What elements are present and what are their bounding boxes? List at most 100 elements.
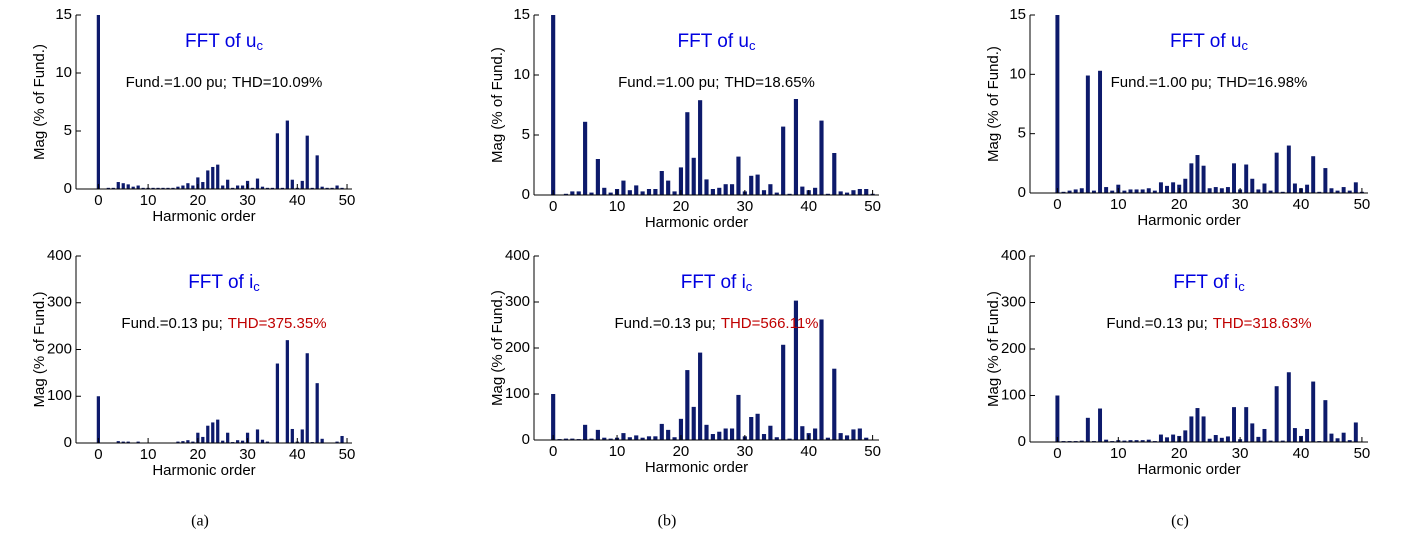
bar [749, 417, 754, 440]
bar [685, 370, 690, 440]
x-tick-label: 10 [140, 446, 157, 463]
y-tick-label: 300 [47, 294, 72, 311]
bar [583, 121, 588, 195]
bar [1104, 439, 1109, 442]
bar [245, 432, 250, 443]
bar [240, 440, 245, 443]
x-tick-label: 20 [1171, 196, 1188, 213]
x-tick-label: 40 [289, 446, 306, 463]
bar [106, 187, 110, 189]
bar [1280, 440, 1285, 442]
bar [1195, 408, 1200, 442]
bar [761, 190, 767, 195]
x-tick-label: 50 [339, 446, 356, 463]
bar [755, 174, 760, 195]
bar [1207, 188, 1212, 193]
bar [1134, 440, 1139, 442]
title-subscript: c [1241, 38, 1248, 53]
bar [1268, 440, 1273, 442]
x-tick-label: 50 [339, 192, 356, 209]
y-tick-label: 5 [64, 122, 72, 139]
x-tick-label: 40 [1293, 445, 1310, 462]
bar [838, 433, 843, 440]
bar [1079, 440, 1084, 442]
bar [1317, 191, 1322, 193]
panel-label: (a) [191, 513, 209, 530]
bar [255, 178, 260, 189]
y-tick-label: 15 [513, 6, 530, 23]
y-tick-label: 10 [1009, 65, 1026, 82]
bar [1256, 436, 1261, 442]
title-subscript: c [749, 38, 756, 53]
bar [851, 429, 856, 440]
bar [710, 189, 715, 195]
bar [1353, 182, 1358, 193]
y-axis-label: Mag (% of Fund.) [985, 291, 1002, 407]
bar [186, 440, 190, 443]
bar [196, 432, 200, 443]
bar [240, 185, 245, 189]
bar [1353, 422, 1358, 442]
bar [1085, 417, 1090, 442]
y-tick-label: 15 [55, 6, 72, 23]
bar [136, 441, 140, 443]
annotation-fund: Fund.=0.13 pu; [121, 315, 222, 332]
bar [608, 192, 613, 195]
bar [787, 193, 792, 195]
bar [1091, 190, 1096, 193]
bar [583, 424, 588, 440]
panel-label: (c) [1171, 513, 1189, 530]
subplot: 0 100 200 300 400 0 10 20 30 40 50 Harmonic order Ma… [489, 247, 881, 476]
annotation-thd: THD=18.65% [724, 74, 814, 91]
subplot-title: FFT of ic [188, 272, 260, 294]
bar [570, 438, 575, 440]
bar [325, 187, 329, 189]
bar [819, 319, 824, 440]
bar [1213, 435, 1218, 442]
bar [1171, 434, 1176, 442]
bar [774, 437, 779, 440]
bar [1134, 189, 1139, 193]
bar [653, 436, 658, 440]
bar [800, 186, 805, 195]
bar [563, 438, 569, 440]
bar [1207, 438, 1212, 442]
bar [1244, 164, 1249, 193]
bar [704, 424, 709, 440]
bar [226, 432, 230, 443]
bar [300, 180, 304, 189]
bar [1311, 156, 1316, 193]
bar [226, 179, 230, 189]
title-subscript: c [253, 279, 260, 294]
annotation-thd: THD=375.35% [228, 315, 327, 332]
x-axis-label: Harmonic order [152, 462, 255, 479]
bar [131, 186, 135, 189]
bar [221, 185, 225, 189]
bar [1323, 168, 1328, 193]
bar [181, 185, 185, 189]
bar [315, 383, 319, 443]
x-tick-label: 40 [800, 443, 817, 460]
annotation: Fund.=1.00 pu; THD=18.65% [618, 74, 815, 91]
bar [1110, 190, 1115, 193]
bar [819, 120, 824, 195]
annotation-fund: Fund.=0.13 pu; [614, 315, 715, 332]
bar [1158, 434, 1163, 442]
bar [166, 187, 170, 189]
x-tick-label: 50 [1354, 196, 1371, 213]
bar [768, 425, 773, 440]
bar [1305, 428, 1310, 442]
y-tick-label: 0 [1018, 433, 1026, 450]
annotation: Fund.=0.13 pu; THD=566.11% [614, 315, 818, 332]
bar [221, 440, 225, 443]
bar [672, 437, 677, 440]
title-subscript: c [1238, 279, 1245, 294]
bar [151, 187, 155, 189]
x-tick-label: 10 [1110, 445, 1127, 462]
bar [1286, 372, 1291, 442]
x-axis-label: Harmonic order [1137, 461, 1240, 478]
bar [1146, 188, 1151, 193]
y-axis-label: Mag (% of Fund.) [31, 44, 48, 160]
bar [121, 441, 125, 443]
bar [191, 185, 195, 189]
